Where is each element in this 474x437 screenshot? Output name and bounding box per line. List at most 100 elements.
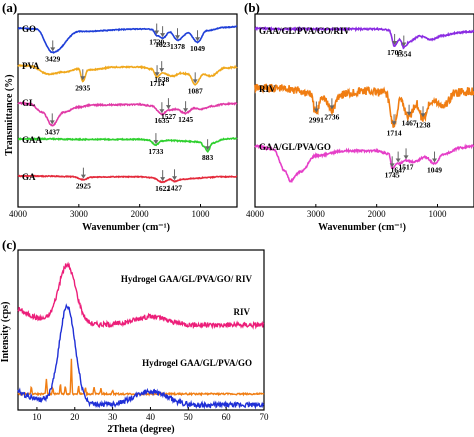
panel-b-label: (b)	[244, 0, 260, 15]
series-hydrogel-gaa-gl-pva-go: Hydrogel GAA/GL/PVA/GO	[17, 303, 265, 410]
series-line-pva	[17, 64, 238, 86]
series-label: GL	[22, 98, 35, 108]
peak-label: 1554	[396, 50, 411, 59]
x-tick-label: 2000	[368, 209, 387, 219]
series-line-riv	[254, 83, 474, 128]
peak-label: 1705	[387, 48, 402, 57]
peak-arrowhead	[153, 140, 159, 145]
peak-arrowhead	[80, 76, 86, 81]
x-tick-label: 40	[146, 412, 156, 422]
peak-arrowhead	[175, 35, 181, 40]
peak-arrowhead	[160, 177, 166, 182]
peak-label: 1638	[154, 75, 169, 84]
x-tick-label: 1000	[192, 209, 211, 219]
peak-arrowhead	[192, 79, 198, 84]
panel-b-xticks: 4000 3000 2000 1000	[246, 204, 447, 219]
peak-label: 1714	[387, 128, 402, 137]
panel-b-xlabel: Wavenumber (cm⁻¹)	[318, 222, 406, 233]
peak-arrowhead	[183, 108, 189, 113]
panel-a-frame	[17, 13, 238, 208]
panel-c-label: (c)	[2, 237, 16, 252]
panel-c: (c) Intensity (cps) 2Theta (degree) 10 20…	[0, 237, 269, 435]
panel-c-ylabel: Intensity (cps)	[0, 302, 11, 363]
peak-label: 1623	[155, 40, 170, 49]
panel-c-xticks: 10 20 30 40 50 60 70	[32, 407, 269, 422]
series-line-hydrogel-gaa-gl-pva-go	[17, 303, 265, 410]
peak-label: 1714	[150, 79, 165, 88]
series-label: GO	[22, 24, 36, 34]
peak-label: 1647	[391, 166, 406, 175]
peak-arrowhead	[313, 108, 319, 113]
peak-label: 1720	[149, 38, 164, 47]
peak-label: 1527	[161, 112, 176, 121]
peak-label: 1517	[399, 162, 414, 171]
series-line-ga	[17, 174, 238, 184]
peak-arrowhead	[401, 42, 407, 47]
panel-c-series: Hydrogel GAA/GL/PVA/GO/ RIV RIV Hydrogel G…	[17, 261, 265, 410]
peak-label: 2925	[76, 182, 91, 191]
series-line-gl	[17, 101, 238, 127]
peak-arrowhead	[154, 72, 160, 77]
peak-label: 2991	[309, 116, 324, 125]
peak-arrowhead	[392, 40, 398, 45]
peak-arrowhead	[403, 155, 409, 160]
peak-arrowhead	[159, 68, 165, 73]
peak-label: 1427	[167, 183, 182, 192]
peak-label: 2736	[324, 112, 339, 121]
peak-arrowhead	[395, 158, 401, 163]
series-line-gaa-gl-pva-go-riv	[254, 25, 474, 50]
peak-label: 1245	[178, 115, 193, 124]
x-tick-label: 4000	[246, 209, 265, 219]
peak-label: 3429	[45, 54, 60, 63]
peak-arrowhead	[195, 37, 201, 42]
peak-label: 1238	[416, 120, 431, 129]
series-label: RIV	[233, 307, 250, 317]
x-tick-label: 1000	[429, 209, 448, 219]
peak-label: 1049	[190, 44, 205, 53]
peak-label: 1049	[427, 166, 442, 175]
x-tick-label: 4000	[9, 209, 28, 219]
series-line-gaa	[17, 136, 238, 153]
panel-c-xlabel: 2Theta (degree)	[107, 424, 174, 435]
series-line-hydrogel-gaa-gl-pva-go-riv	[17, 261, 265, 330]
peak-label: 1733	[148, 147, 163, 156]
x-tick-label: 60	[222, 412, 232, 422]
peak-arrowhead	[205, 146, 211, 151]
panel-c-frame	[17, 249, 265, 411]
peak-label: 1378	[170, 42, 185, 51]
peak-arrowhead	[49, 120, 55, 125]
x-tick-label: 10	[32, 412, 42, 422]
peak-arrowhead	[154, 30, 160, 35]
series-label: GAA	[22, 135, 43, 145]
series-label: Hydrogel GAA/GL/PVA/GO	[142, 358, 252, 368]
peak-arrowhead	[329, 105, 335, 110]
peak-arrowhead	[406, 111, 412, 116]
x-tick-label: 30	[108, 412, 118, 422]
x-tick-label: 50	[184, 412, 194, 422]
x-tick-label: 3000	[70, 209, 89, 219]
panel-a: (a) Transmittance (%) Wavenumber (cm⁻¹) …	[2, 0, 238, 233]
panel-a-xticks: 4000 3000 2000 1000	[9, 204, 210, 219]
x-tick-label: 70	[260, 412, 270, 422]
series-hydrogel-gaa-gl-pva-go-riv: Hydrogel GAA/GL/PVA/GO/ RIV	[17, 261, 265, 330]
peak-arrowhead	[432, 158, 438, 163]
series-line-go	[17, 25, 238, 54]
panel-b-frame	[254, 13, 474, 208]
peak-arrowhead	[389, 163, 395, 168]
series-label: GAA/GL/PVA/GO	[259, 142, 331, 152]
peak-arrowhead	[391, 121, 397, 126]
peak-label: 3437	[45, 127, 60, 136]
peak-label: 883	[202, 153, 214, 162]
peak-label: 1635	[154, 116, 169, 125]
series-label: RIV	[259, 84, 276, 94]
panel-a-label: (a)	[2, 0, 17, 15]
series-label: PVA	[22, 61, 40, 71]
peak-label: 2935	[75, 83, 90, 92]
panel-a-xlabel: Wavenumber (cm⁻¹)	[82, 222, 170, 233]
